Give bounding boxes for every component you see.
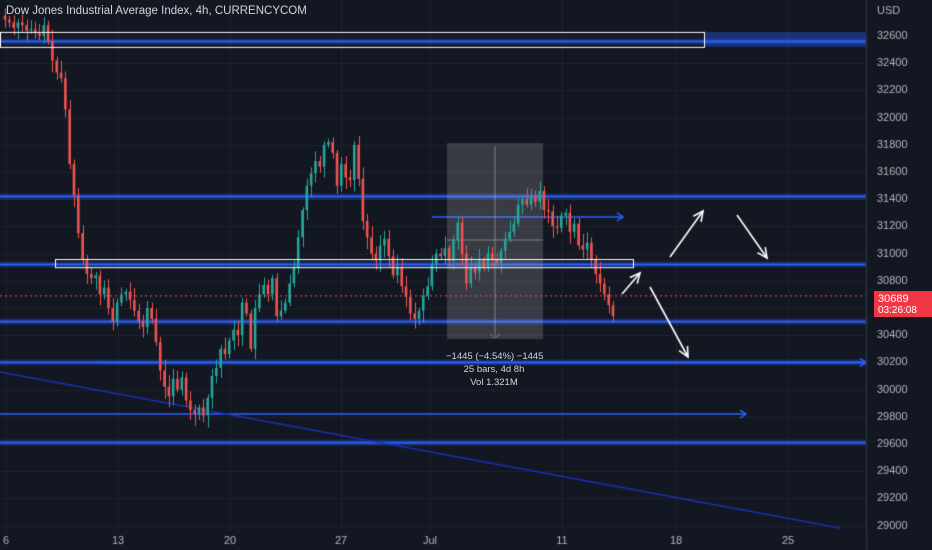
measure-bars: 25 bars, 4d 8h: [463, 364, 525, 375]
candle-countdown: 03:26:08: [878, 305, 917, 316]
symbol-title[interactable]: Dow Jones Industrial Average Index, 4h, …: [6, 5, 307, 17]
measure-volume: Vol 1.321M: [470, 377, 518, 388]
current-price-badge: 30689 03:26:08: [874, 291, 932, 317]
measure-change: −1445 (−4.54%) −1445: [446, 351, 544, 362]
measure-stats: −1445 (−4.54%) −1445 25 bars, 4d 8h Vol …: [446, 350, 544, 389]
current-price: 30689: [878, 293, 909, 305]
